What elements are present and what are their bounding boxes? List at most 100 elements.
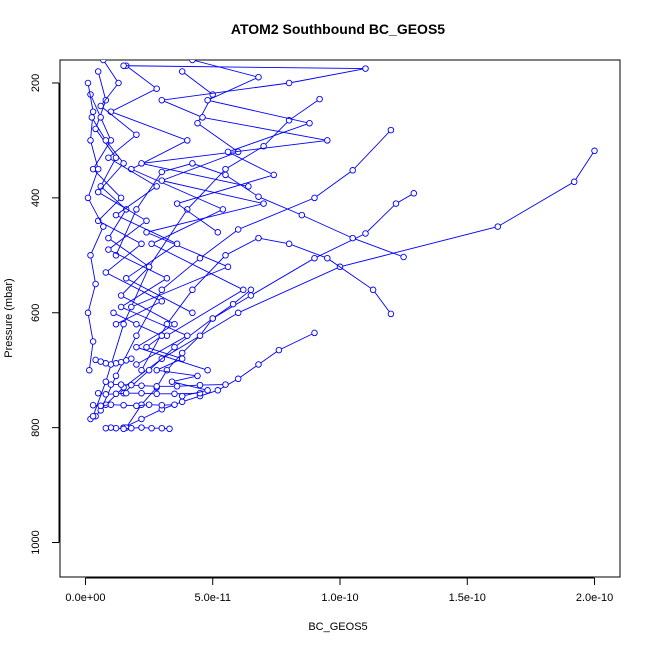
series-20 [88,114,191,368]
data-point [260,142,267,150]
series-6 [112,160,407,261]
data-point [324,254,331,262]
series-line [90,150,595,420]
y-tick-label: 800 [30,418,42,436]
series-11 [89,401,178,410]
series-line [91,117,189,365]
x-tick-label: 2.0e-10 [576,592,613,604]
y-tick-label: 400 [30,189,42,207]
data-point [168,378,176,385]
data-point [209,91,216,98]
data-point [138,240,145,248]
data-point [143,217,150,225]
data-point [245,183,252,190]
data-point [171,401,178,408]
data-point [222,171,229,179]
data-point [133,343,140,351]
series-13 [92,68,211,374]
data-point [189,309,196,317]
y-axis: 200 400 600 800 1000 [30,74,60,555]
data-point [94,165,102,173]
data-point [138,415,145,423]
data-point [128,424,135,432]
data-point [387,310,395,318]
data-point [92,356,99,364]
data-point [153,383,160,390]
plot-frame [59,59,621,578]
data-point [298,211,306,219]
data-point [97,114,104,121]
data-point [158,401,166,409]
series-line [123,332,315,429]
y-axis-label: Pressure (mbar) [3,278,15,357]
y-tick-label: 600 [30,304,42,322]
data-point [234,375,242,383]
data-point [171,390,178,398]
data-point [92,280,99,288]
data-point [158,286,166,294]
series-layer [84,60,598,433]
x-tick-label: 1.0e-10 [321,592,358,604]
data-point [184,137,191,144]
data-point [84,309,92,317]
data-point [148,240,155,248]
data-point [285,79,293,87]
data-point [349,167,356,174]
series-line [123,65,366,187]
data-point [196,381,204,389]
data-point [173,240,181,248]
data-point [107,401,115,408]
series-12 [92,355,135,368]
data-point [260,200,267,207]
data-point [84,79,92,87]
data-point [311,254,318,262]
data-point [349,234,356,242]
data-point [138,424,145,431]
data-point [89,338,97,345]
data-point [369,286,377,294]
data-point [209,315,216,322]
series-5 [120,329,318,431]
data-point [110,309,117,317]
data-point [387,126,395,134]
chart-title: ATOM2 Southbound BC_GEOS5 [231,21,445,37]
data-point [316,95,323,103]
data-point [306,119,313,127]
data-point [138,389,145,397]
data-point [133,320,140,328]
data-point [122,275,130,282]
data-point [133,402,140,410]
data-point [89,412,97,420]
data-point [97,402,104,410]
data-point [204,96,211,104]
data-point [158,332,166,339]
data-point [87,252,94,259]
data-point [133,206,140,213]
data-point [138,382,145,389]
data-point [153,390,160,398]
x-tick-label: 0.0e+00 [65,592,105,604]
series-line [90,94,163,325]
data-point [171,320,178,328]
data-point [112,320,120,328]
data-point [145,366,153,374]
data-point [88,114,96,121]
data-point [89,108,97,115]
data-point [570,178,578,186]
data-point [311,194,318,202]
series-line [100,129,392,411]
series-0 [87,147,598,423]
data-point [163,275,171,282]
data-point [247,286,255,294]
data-point [117,292,125,299]
data-point [122,389,130,397]
data-point [115,79,122,87]
data-point [184,206,191,213]
data-point [143,343,150,351]
data-point [229,300,237,308]
data-point [138,401,145,408]
series-line [115,162,404,258]
data-point [189,160,196,167]
data-point [102,378,110,385]
data-point [194,119,201,127]
